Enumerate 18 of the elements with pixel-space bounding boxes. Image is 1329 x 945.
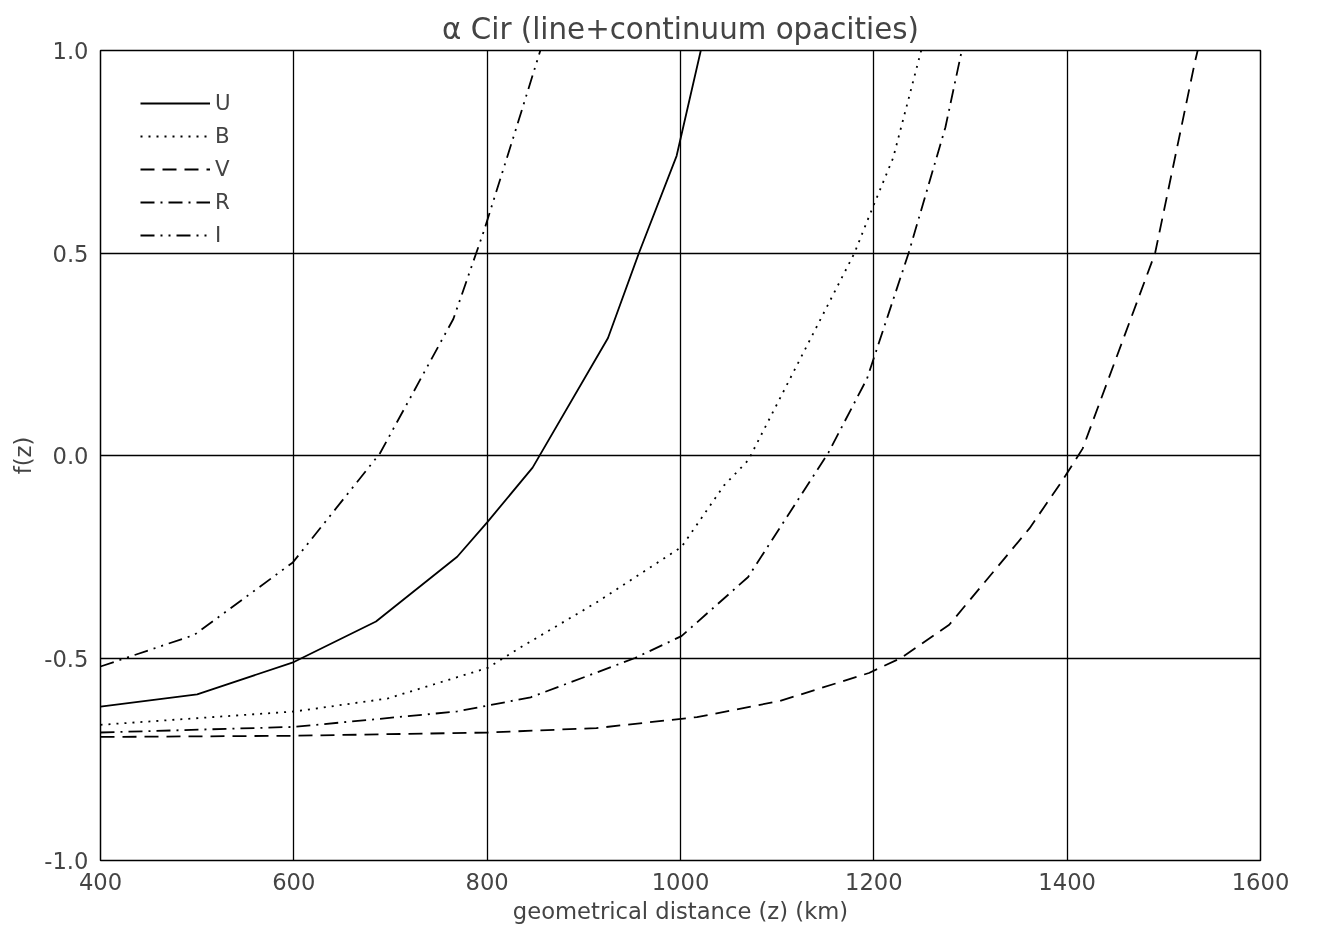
- y-axis-title: f(z): [10, 436, 37, 475]
- y-tick-label: 0.0: [52, 443, 89, 469]
- legend-label: R: [215, 189, 231, 214]
- x-axis-title: geometrical distance (z) (km): [512, 897, 849, 924]
- y-tick-label: 1.0: [52, 38, 89, 64]
- x-tick-label: 1000: [651, 868, 710, 895]
- legend-label: V: [215, 156, 231, 181]
- x-tick-label: 1400: [1038, 868, 1097, 895]
- x-tick-label: 1600: [1231, 868, 1290, 895]
- x-tick-label: 1200: [845, 868, 903, 895]
- legend-label: U: [215, 90, 232, 115]
- x-tick-label: 800: [465, 868, 509, 895]
- legend-label: B: [215, 123, 231, 148]
- chart-title: α Cir (line+continuum opacities): [442, 11, 919, 46]
- y-tick-label: 0.5: [52, 240, 89, 267]
- legend-label: I: [215, 222, 223, 247]
- y-tick-label: -0.5: [44, 645, 89, 672]
- x-tick-label: 600: [272, 868, 316, 895]
